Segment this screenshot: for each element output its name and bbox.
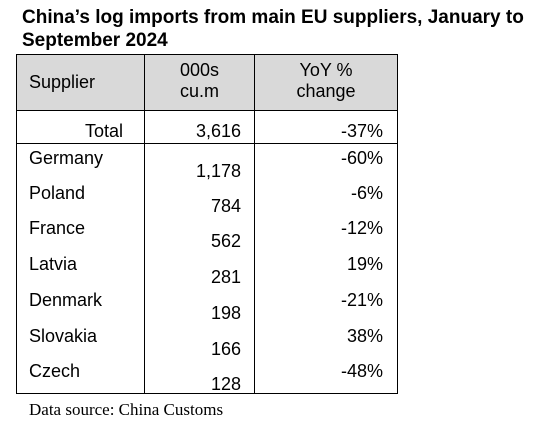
supplier-change: 19% xyxy=(346,254,383,274)
supplier-volume: 166 xyxy=(210,339,241,359)
supplier-name: Denmark xyxy=(29,290,103,310)
supplier-volume: 1,178 xyxy=(195,161,241,181)
column-divider xyxy=(144,55,145,393)
supplier-volume: 198 xyxy=(210,303,241,323)
supplier-volume: 281 xyxy=(210,267,241,287)
total-label: Total xyxy=(85,121,124,141)
supplier-name: France xyxy=(29,218,86,238)
supplier-volume: 784 xyxy=(210,196,241,216)
header-volume-line1: 000s xyxy=(179,60,220,80)
supplier-change: -60% xyxy=(340,148,383,168)
table-title: China’s log imports from main EU supplie… xyxy=(22,7,524,51)
total-change: -37% xyxy=(340,121,383,141)
total-divider xyxy=(17,143,397,144)
header-change-line2: change xyxy=(296,81,356,101)
data-source: Data source: China Customs xyxy=(29,400,224,419)
supplier-name: Slovakia xyxy=(29,326,98,346)
supplier-name: Germany xyxy=(29,148,104,168)
total-volume: 3,616 xyxy=(195,121,241,141)
supplier-name: Poland xyxy=(29,183,86,203)
supplier-name: Latvia xyxy=(29,254,78,274)
supplier-volume: 128 xyxy=(210,374,241,394)
supplier-name: Czech xyxy=(29,361,81,381)
supplier-change: -6% xyxy=(350,183,383,203)
supplier-change: -48% xyxy=(340,361,383,381)
supplier-change: -21% xyxy=(340,290,383,310)
header-volume-line2: cu.m xyxy=(179,81,219,101)
imports-table: Supplier 000s cu.m YoY % change Total 3,… xyxy=(16,54,398,394)
supplier-change: 38% xyxy=(346,326,383,346)
table-header xyxy=(17,55,397,111)
supplier-volume: 562 xyxy=(210,231,241,251)
column-divider xyxy=(254,55,255,393)
header-change-line1: YoY % xyxy=(299,60,353,80)
supplier-change: -12% xyxy=(340,218,383,238)
header-supplier: Supplier xyxy=(29,72,96,92)
